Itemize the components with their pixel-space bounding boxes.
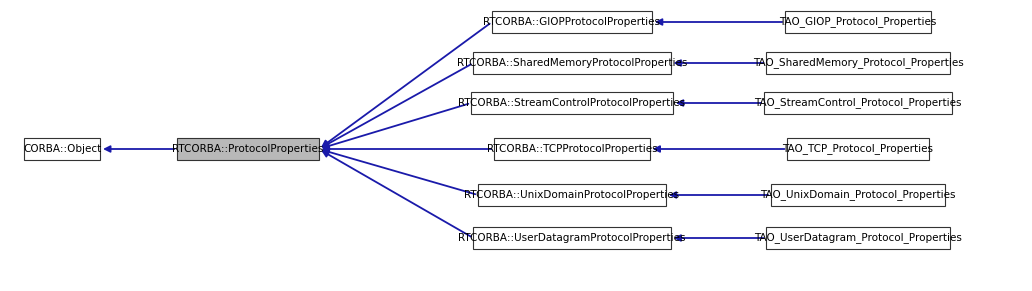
- FancyBboxPatch shape: [178, 138, 319, 160]
- Text: TAO_GIOP_Protocol_Properties: TAO_GIOP_Protocol_Properties: [779, 17, 937, 27]
- Text: TAO_UnixDomain_Protocol_Properties: TAO_UnixDomain_Protocol_Properties: [761, 189, 956, 200]
- Text: RTCORBA::TCPProtocolProperties: RTCORBA::TCPProtocolProperties: [487, 144, 657, 154]
- Text: TAO_SharedMemory_Protocol_Properties: TAO_SharedMemory_Protocol_Properties: [752, 58, 964, 68]
- Text: RTCORBA::SharedMemoryProtocolProperties: RTCORBA::SharedMemoryProtocolProperties: [457, 58, 687, 68]
- Text: RTCORBA::UserDatagramProtocolProperties: RTCORBA::UserDatagramProtocolProperties: [458, 233, 685, 243]
- FancyBboxPatch shape: [764, 92, 953, 114]
- Text: RTCORBA::UnixDomainProtocolProperties: RTCORBA::UnixDomainProtocolProperties: [464, 190, 679, 200]
- FancyBboxPatch shape: [767, 52, 949, 74]
- FancyBboxPatch shape: [474, 227, 671, 249]
- Text: RTCORBA::StreamControlProtocolProperties: RTCORBA::StreamControlProtocolProperties: [458, 98, 685, 108]
- Text: TAO_StreamControl_Protocol_Properties: TAO_StreamControl_Protocol_Properties: [754, 97, 962, 109]
- FancyBboxPatch shape: [474, 52, 671, 74]
- FancyBboxPatch shape: [785, 11, 931, 33]
- FancyBboxPatch shape: [492, 11, 652, 33]
- Text: RTCORBA::GIOPProtocolProperties: RTCORBA::GIOPProtocolProperties: [484, 17, 660, 27]
- Text: TAO_TCP_Protocol_Properties: TAO_TCP_Protocol_Properties: [782, 143, 934, 155]
- FancyBboxPatch shape: [771, 184, 945, 206]
- FancyBboxPatch shape: [767, 227, 949, 249]
- FancyBboxPatch shape: [478, 184, 666, 206]
- FancyBboxPatch shape: [24, 138, 100, 160]
- Text: CORBA::Object: CORBA::Object: [23, 144, 101, 154]
- FancyBboxPatch shape: [494, 138, 650, 160]
- FancyBboxPatch shape: [787, 138, 929, 160]
- Text: TAO_UserDatagram_Protocol_Properties: TAO_UserDatagram_Protocol_Properties: [754, 233, 962, 244]
- FancyBboxPatch shape: [471, 92, 673, 114]
- Text: RTCORBA::ProtocolProperties: RTCORBA::ProtocolProperties: [172, 144, 324, 154]
